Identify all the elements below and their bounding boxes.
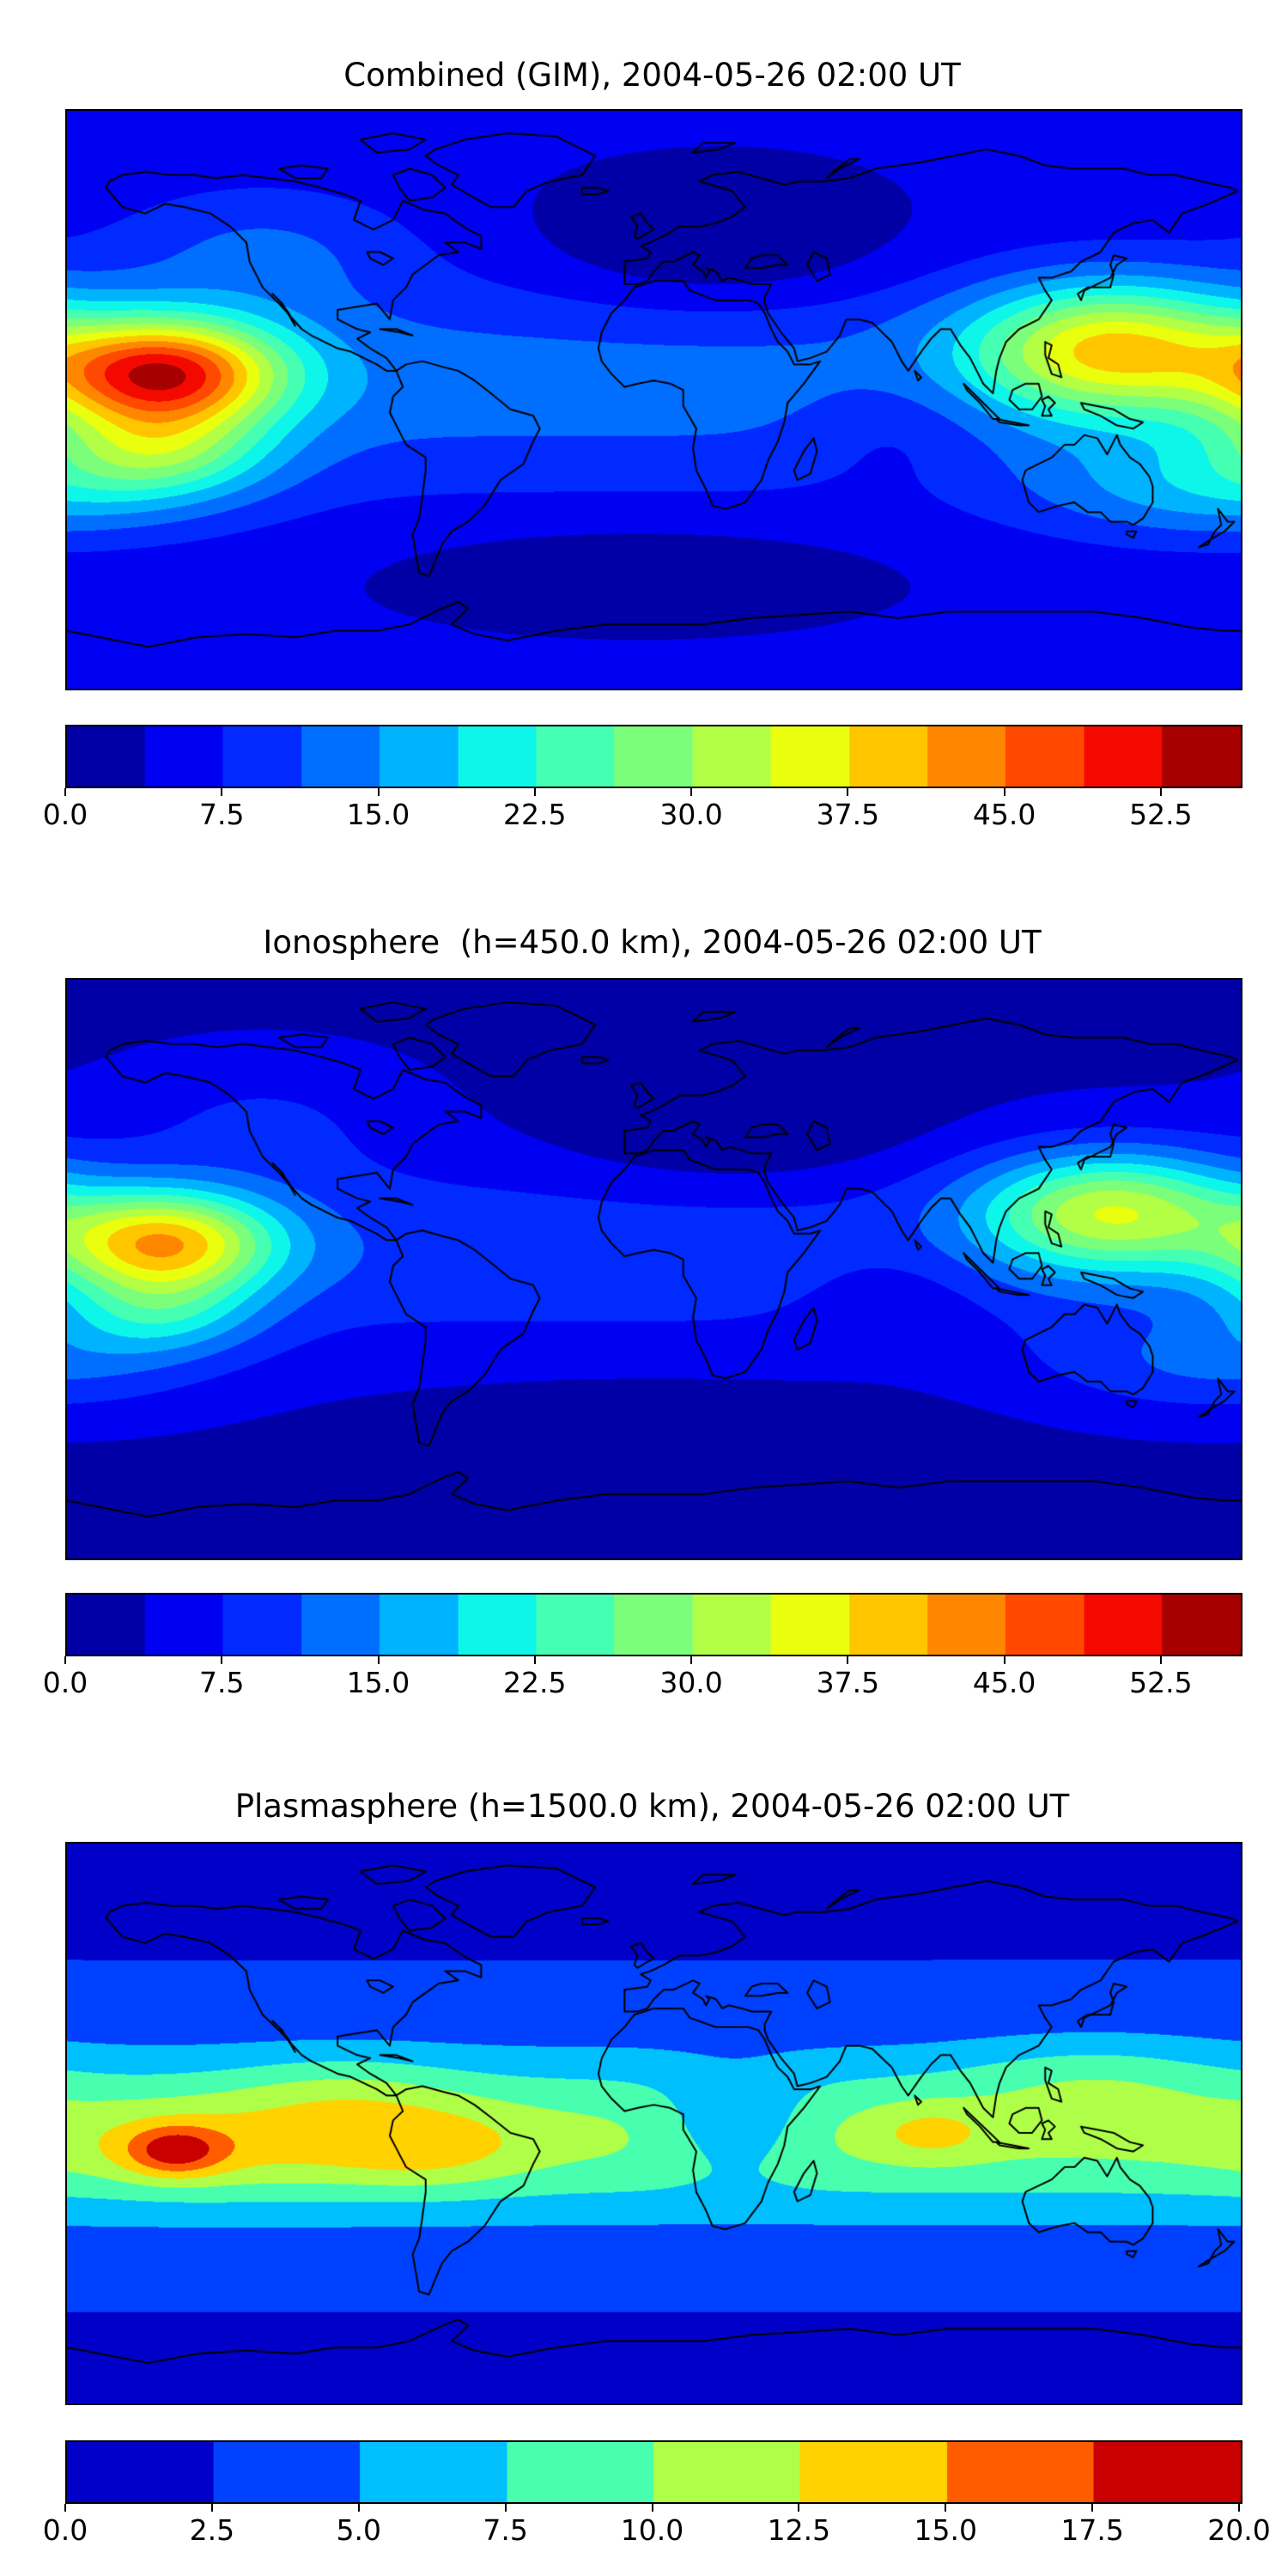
colorbar-tick-label: 52.5 xyxy=(1129,1666,1193,1699)
colorbar-tick-label: 45.0 xyxy=(972,798,1036,831)
colorbar-canvas xyxy=(65,725,1242,788)
colorbar-tick xyxy=(651,2504,653,2512)
colorbar-tick-label: 37.5 xyxy=(816,798,880,831)
colorbar-tick-label: 15.0 xyxy=(346,798,410,831)
colorbar-tick-label: 52.5 xyxy=(1129,798,1193,831)
colorbar-tick xyxy=(377,788,380,796)
colorbar-tick xyxy=(847,1656,849,1664)
colorbar-tick-label: 17.5 xyxy=(1060,2513,1124,2547)
colorbar-tick xyxy=(1159,788,1162,796)
colorbar-tick xyxy=(690,788,693,796)
colorbar-tick-label: 22.5 xyxy=(503,1666,567,1699)
colorbar-tick-label: 2.5 xyxy=(189,2513,235,2547)
colorbar-tick xyxy=(847,788,849,796)
colorbar-tick-label: 7.5 xyxy=(199,1666,245,1699)
colorbar-tick xyxy=(533,788,536,796)
map-canvas xyxy=(65,109,1242,690)
colorbar-tick xyxy=(1159,1656,1162,1664)
colorbar-tick xyxy=(64,788,66,796)
map-canvas xyxy=(65,978,1242,1560)
colorbar-tick xyxy=(221,788,223,796)
colorbar-tick-label: 0.0 xyxy=(42,798,88,831)
colorbar-tick-label: 7.5 xyxy=(483,2513,528,2547)
colorbar-tick xyxy=(377,1656,380,1664)
colorbar-tick xyxy=(210,2504,213,2512)
colorbar-tick-label: 0.0 xyxy=(42,1666,88,1699)
colorbar-canvas xyxy=(65,2440,1242,2504)
colorbar-tick-label: 15.0 xyxy=(346,1666,410,1699)
colorbar-tick-label: 37.5 xyxy=(816,1666,880,1699)
colorbar-tick-label: 10.0 xyxy=(620,2513,684,2547)
colorbar-tick xyxy=(1003,1656,1005,1664)
colorbar-tick-label: 5.0 xyxy=(336,2513,381,2547)
colorbar-tick xyxy=(533,1656,536,1664)
colorbar-canvas xyxy=(65,1593,1242,1656)
colorbar-tick-label: 30.0 xyxy=(659,1666,723,1699)
colorbar-tick-label: 30.0 xyxy=(659,798,723,831)
panel-title: Combined (GIM), 2004-05-26 02:00 UT xyxy=(343,57,961,94)
colorbar-tick-label: 45.0 xyxy=(972,1666,1036,1699)
colorbar-tick-label: 22.5 xyxy=(503,798,567,831)
colorbar-tick xyxy=(1003,788,1005,796)
panel-title: Plasmasphere (h=1500.0 km), 2004-05-26 0… xyxy=(234,1788,1070,1825)
colorbar-tick xyxy=(64,1656,66,1664)
colorbar-tick xyxy=(504,2504,507,2512)
colorbar-ticks: 0.0 7.5 15.0 22.5 30.0 37.5 45.0 52.5 xyxy=(43,788,1239,841)
colorbar-tick xyxy=(357,2504,360,2512)
colorbar-tick-label: 12.5 xyxy=(767,2513,831,2547)
colorbar-tick xyxy=(64,2504,66,2512)
colorbar-tick xyxy=(221,1656,223,1664)
colorbar-ticks: 0.0 7.5 15.0 22.5 30.0 37.5 45.0 52.5 xyxy=(43,1656,1239,1710)
colorbar-tick-label: 15.0 xyxy=(914,2513,977,2547)
colorbar-tick-label: 20.0 xyxy=(1207,2513,1271,2547)
map-canvas xyxy=(65,1842,1242,2405)
colorbar-tick xyxy=(798,2504,800,2512)
colorbar-tick xyxy=(1238,2504,1240,2512)
colorbar-tick xyxy=(690,1656,693,1664)
colorbar-tick-label: 0.0 xyxy=(42,2513,88,2547)
colorbar-tick-label: 7.5 xyxy=(199,798,245,831)
colorbar-ticks: 0.0 2.5 5.0 7.5 10.0 12.5 15.0 17.5 20.0 xyxy=(43,2504,1271,2557)
panel-title: Ionosphere (h=450.0 km), 2004-05-26 02:0… xyxy=(263,924,1042,961)
colorbar-tick xyxy=(1091,2504,1094,2512)
colorbar-tick xyxy=(945,2504,947,2512)
